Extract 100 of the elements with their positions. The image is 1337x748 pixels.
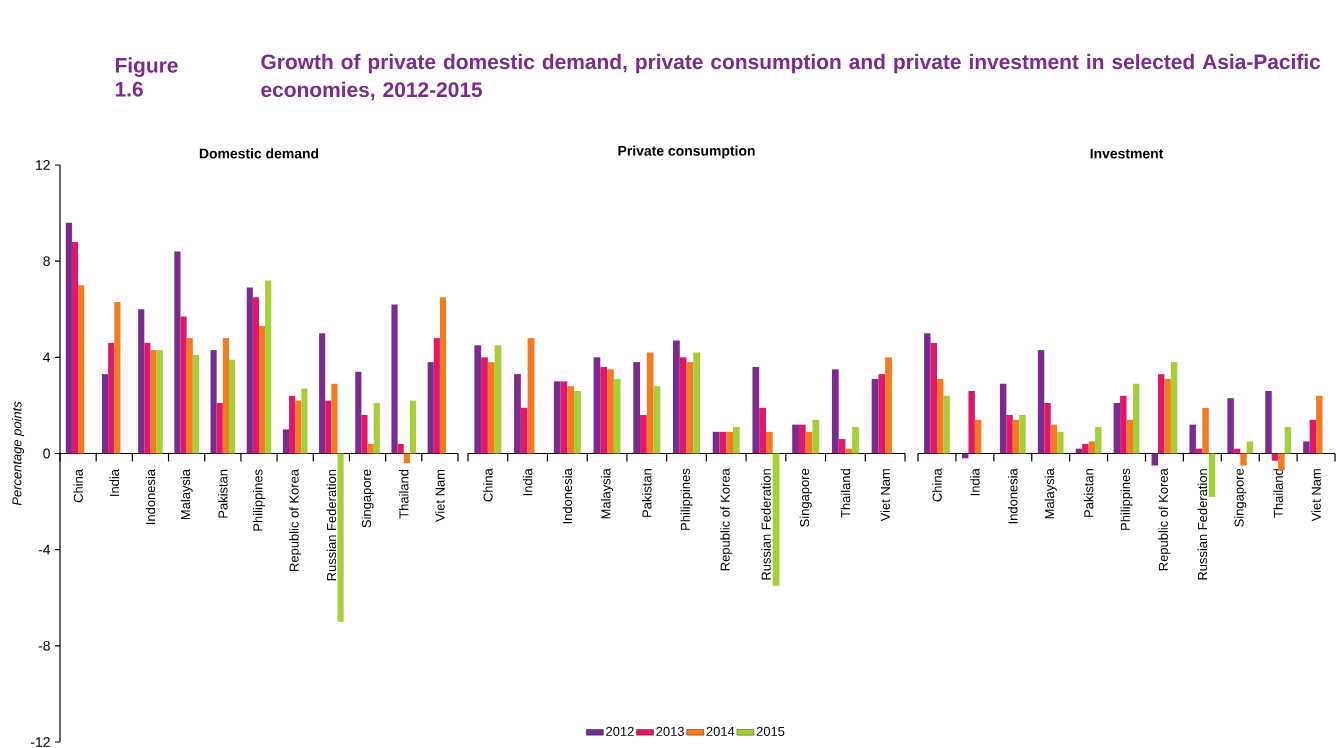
bar bbox=[792, 424, 799, 454]
bar bbox=[331, 383, 338, 454]
x-tick-label: Pakistan bbox=[218, 469, 228, 518]
x-tick-label: Malaysia bbox=[180, 469, 193, 520]
bar bbox=[150, 350, 157, 454]
bar bbox=[930, 342, 937, 454]
bar bbox=[1037, 350, 1045, 454]
x-tick-label: Republic of Korea bbox=[289, 469, 302, 571]
legend-label: 2013 bbox=[656, 726, 684, 736]
legend-label: 2014 bbox=[706, 726, 735, 736]
legend-label: 2012 bbox=[606, 726, 634, 736]
bar bbox=[409, 400, 417, 454]
bar bbox=[1246, 441, 1254, 454]
bar bbox=[733, 427, 740, 454]
bar bbox=[1240, 453, 1247, 466]
x-tick-label: Viet Nam bbox=[880, 469, 890, 522]
x-tick-label: India bbox=[970, 468, 980, 496]
bar bbox=[646, 352, 654, 454]
x-tick-label: Malaysia bbox=[1044, 468, 1057, 519]
y-tick-label: -8 bbox=[38, 640, 50, 651]
bar bbox=[1050, 424, 1058, 454]
bar bbox=[1202, 407, 1209, 454]
bar bbox=[210, 350, 217, 454]
bar bbox=[1278, 453, 1285, 471]
bar bbox=[1265, 390, 1272, 454]
legend-label: 2015 bbox=[756, 726, 785, 736]
bar bbox=[1151, 453, 1158, 466]
bar bbox=[71, 241, 79, 454]
x-tick-label: Pakistan bbox=[642, 469, 652, 517]
bar bbox=[222, 338, 229, 454]
bar bbox=[514, 374, 521, 454]
bar bbox=[1309, 419, 1317, 454]
bar bbox=[812, 419, 820, 454]
x-tick-label: Russian Federation bbox=[761, 469, 771, 580]
x-tick-label: India bbox=[109, 469, 120, 496]
bar bbox=[192, 354, 199, 454]
bar bbox=[1057, 431, 1064, 454]
bar bbox=[613, 378, 621, 454]
bar bbox=[679, 357, 687, 454]
x-tick-label: Malaysia bbox=[601, 468, 614, 519]
bar bbox=[968, 390, 975, 454]
bar bbox=[1120, 395, 1127, 454]
bar bbox=[553, 381, 561, 454]
bar bbox=[1113, 403, 1121, 454]
x-tick-label: Indonesia bbox=[562, 468, 573, 524]
bar bbox=[282, 429, 290, 454]
bar bbox=[108, 342, 115, 454]
bar bbox=[403, 453, 410, 464]
x-tick-label: Viet Nam bbox=[1311, 469, 1321, 522]
bar bbox=[962, 453, 969, 459]
bar bbox=[1303, 441, 1310, 454]
bar bbox=[246, 287, 253, 454]
bar bbox=[216, 403, 223, 454]
x-tick-label: Philippines bbox=[1120, 468, 1133, 530]
text: Growth of private domestic demand, private consumption and private investment in selected Asia-Pacific economies, 2012-2015 bbox=[261, 53, 1321, 101]
bar bbox=[726, 431, 733, 454]
y-tick-label: 0 bbox=[43, 448, 50, 459]
bar bbox=[114, 302, 121, 454]
bar bbox=[397, 443, 404, 454]
bar bbox=[474, 345, 482, 454]
bar bbox=[574, 390, 581, 454]
bar bbox=[885, 357, 892, 454]
bar bbox=[337, 453, 344, 622]
y-tick-label: 12 bbox=[36, 160, 50, 170]
bar bbox=[289, 395, 296, 454]
bar bbox=[1164, 378, 1171, 454]
bar bbox=[367, 443, 374, 454]
x-tick-label: China bbox=[483, 468, 493, 502]
y-tick-label: -12 bbox=[30, 737, 50, 747]
x-tick-label: Indonesia bbox=[1008, 468, 1018, 524]
bar bbox=[1019, 415, 1026, 454]
bar bbox=[1006, 415, 1013, 454]
x-tick-label: Pakistan bbox=[1083, 469, 1094, 517]
bar bbox=[355, 371, 362, 454]
x-tick-label: Republic of Korea bbox=[1158, 468, 1171, 571]
y-tick-label: -4 bbox=[38, 544, 51, 555]
bar bbox=[301, 388, 308, 454]
x-tick-label: Singapore bbox=[361, 469, 374, 528]
bar bbox=[520, 407, 528, 454]
bar bbox=[765, 431, 773, 454]
bar bbox=[186, 338, 193, 454]
caption: Figure 1.6 bbox=[115, 57, 178, 97]
bar bbox=[1044, 403, 1051, 454]
bar bbox=[427, 362, 434, 454]
bar bbox=[1170, 362, 1178, 454]
bar bbox=[433, 338, 440, 454]
bar bbox=[180, 316, 187, 454]
bar bbox=[936, 378, 944, 454]
x-tick-label: Philippines bbox=[680, 468, 693, 530]
chart-title: Domestic demand bbox=[199, 148, 319, 159]
y-tick-label: 4 bbox=[43, 352, 51, 363]
bar bbox=[174, 251, 181, 454]
bar bbox=[259, 326, 266, 454]
bar bbox=[439, 297, 447, 454]
bar bbox=[1012, 419, 1020, 454]
bar bbox=[156, 350, 163, 454]
x-tick-label: Republic of Korea bbox=[720, 468, 733, 571]
bar bbox=[78, 285, 85, 454]
bar bbox=[1126, 419, 1133, 454]
bar bbox=[974, 419, 982, 454]
